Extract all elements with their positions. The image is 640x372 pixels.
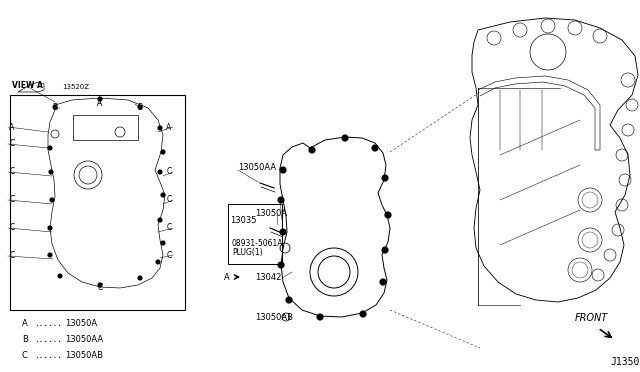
Circle shape (49, 198, 54, 202)
Text: PLUG(1): PLUG(1) (232, 248, 262, 257)
Text: C: C (166, 250, 172, 260)
Text: A: A (10, 122, 15, 131)
Text: A: A (166, 122, 172, 131)
Text: VIEW A: VIEW A (12, 81, 43, 90)
Circle shape (97, 282, 102, 288)
Text: B: B (52, 103, 58, 112)
Text: A: A (22, 318, 28, 327)
Text: A: A (224, 273, 230, 282)
Circle shape (308, 147, 316, 154)
Bar (10, 95, 185, 310)
Text: B: B (22, 334, 28, 343)
Text: A: A (97, 99, 102, 109)
Circle shape (285, 296, 292, 304)
Text: C: C (166, 167, 172, 176)
Circle shape (157, 170, 163, 174)
Circle shape (138, 276, 143, 280)
Circle shape (360, 311, 367, 317)
Text: 13050AA: 13050AA (238, 164, 276, 173)
Text: 13050AB: 13050AB (65, 350, 103, 359)
Circle shape (371, 144, 378, 151)
Text: 13042: 13042 (255, 273, 282, 282)
Circle shape (385, 212, 392, 218)
Circle shape (49, 170, 54, 174)
Text: C: C (10, 196, 15, 205)
Circle shape (47, 225, 52, 231)
Text: 08931-5061A: 08931-5061A (232, 240, 284, 248)
Circle shape (280, 167, 287, 173)
Text: 13050A: 13050A (255, 208, 287, 218)
Text: FRONT: FRONT (575, 313, 608, 323)
Text: C: C (10, 224, 15, 232)
Bar (228, 204, 282, 264)
Circle shape (381, 247, 388, 253)
Circle shape (342, 135, 349, 141)
Text: 13035: 13035 (230, 216, 257, 225)
Circle shape (47, 253, 52, 257)
Circle shape (97, 96, 102, 102)
Text: 13050A: 13050A (65, 318, 97, 327)
Text: ......: ...... (34, 350, 61, 359)
Text: C: C (22, 350, 28, 359)
Text: 13050AA: 13050AA (65, 334, 103, 343)
Text: 13050AB: 13050AB (255, 314, 293, 323)
Circle shape (47, 145, 52, 151)
Text: 13520Z: 13520Z (62, 84, 89, 90)
Text: C: C (10, 167, 15, 176)
Circle shape (157, 218, 163, 222)
Circle shape (280, 228, 287, 235)
Text: J13500XY: J13500XY (610, 357, 640, 367)
Circle shape (278, 262, 285, 269)
Circle shape (157, 125, 163, 131)
Circle shape (138, 105, 143, 109)
Text: C: C (166, 196, 172, 205)
Circle shape (52, 105, 58, 109)
Text: C: C (166, 224, 172, 232)
Circle shape (161, 241, 166, 246)
Circle shape (156, 260, 161, 264)
Circle shape (278, 196, 285, 203)
Text: ......: ...... (34, 334, 61, 343)
Circle shape (161, 192, 166, 198)
Circle shape (58, 273, 63, 279)
Text: C: C (97, 282, 102, 292)
Text: C: C (10, 140, 15, 148)
Circle shape (161, 150, 166, 154)
Text: B: B (138, 103, 143, 112)
Circle shape (381, 174, 388, 182)
Circle shape (380, 279, 387, 285)
Circle shape (317, 314, 323, 321)
Text: ......: ...... (34, 318, 61, 327)
Text: C: C (10, 251, 15, 260)
